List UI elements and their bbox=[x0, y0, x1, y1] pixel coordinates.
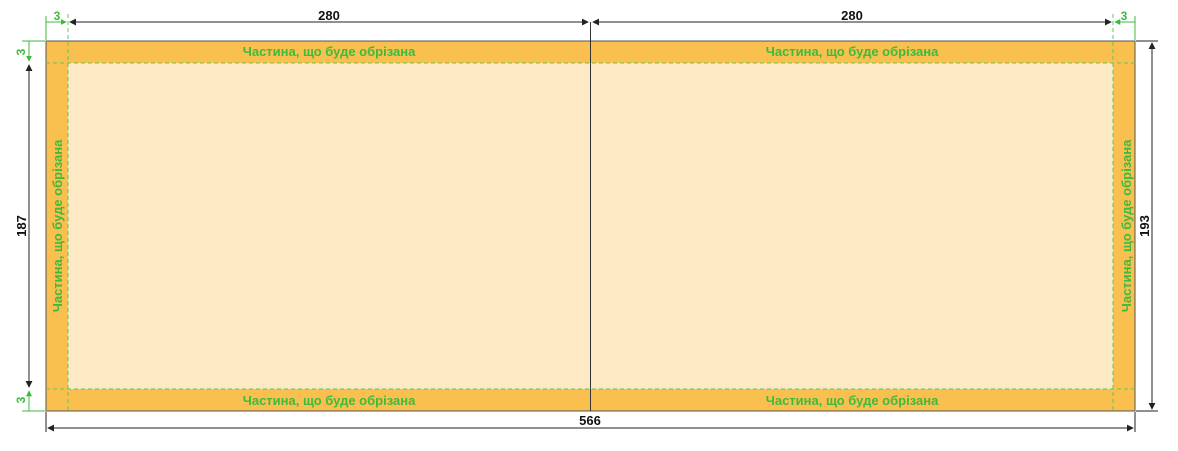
trim-label-bottom-left: Частина, що буде обрізана bbox=[243, 393, 416, 408]
trim-label-top-left: Частина, що буде обрізана bbox=[243, 44, 416, 59]
dim-label-total-height: 193 bbox=[1137, 215, 1152, 237]
dim-label-panel-left: 280 bbox=[318, 8, 340, 23]
trim-label-bottom-right: Частина, що буде обрізана bbox=[766, 393, 939, 408]
bleed-label-bottom: 3 bbox=[14, 396, 28, 403]
dim-label-panel-right: 280 bbox=[841, 8, 863, 23]
bleed-label-top: 3 bbox=[14, 48, 28, 55]
bleed-label-right: 3 bbox=[1121, 9, 1128, 23]
trim-label-right: Частина, що буде обрізана bbox=[1119, 139, 1134, 312]
dim-label-total-width: 566 bbox=[579, 413, 601, 428]
bleed-label-left: 3 bbox=[54, 9, 61, 23]
trim-label-top-right: Частина, що буде обрізана bbox=[766, 44, 939, 59]
dim-label-inner-height: 187 bbox=[14, 215, 29, 237]
trim-label-left: Частина, що буде обрізана bbox=[50, 139, 65, 312]
